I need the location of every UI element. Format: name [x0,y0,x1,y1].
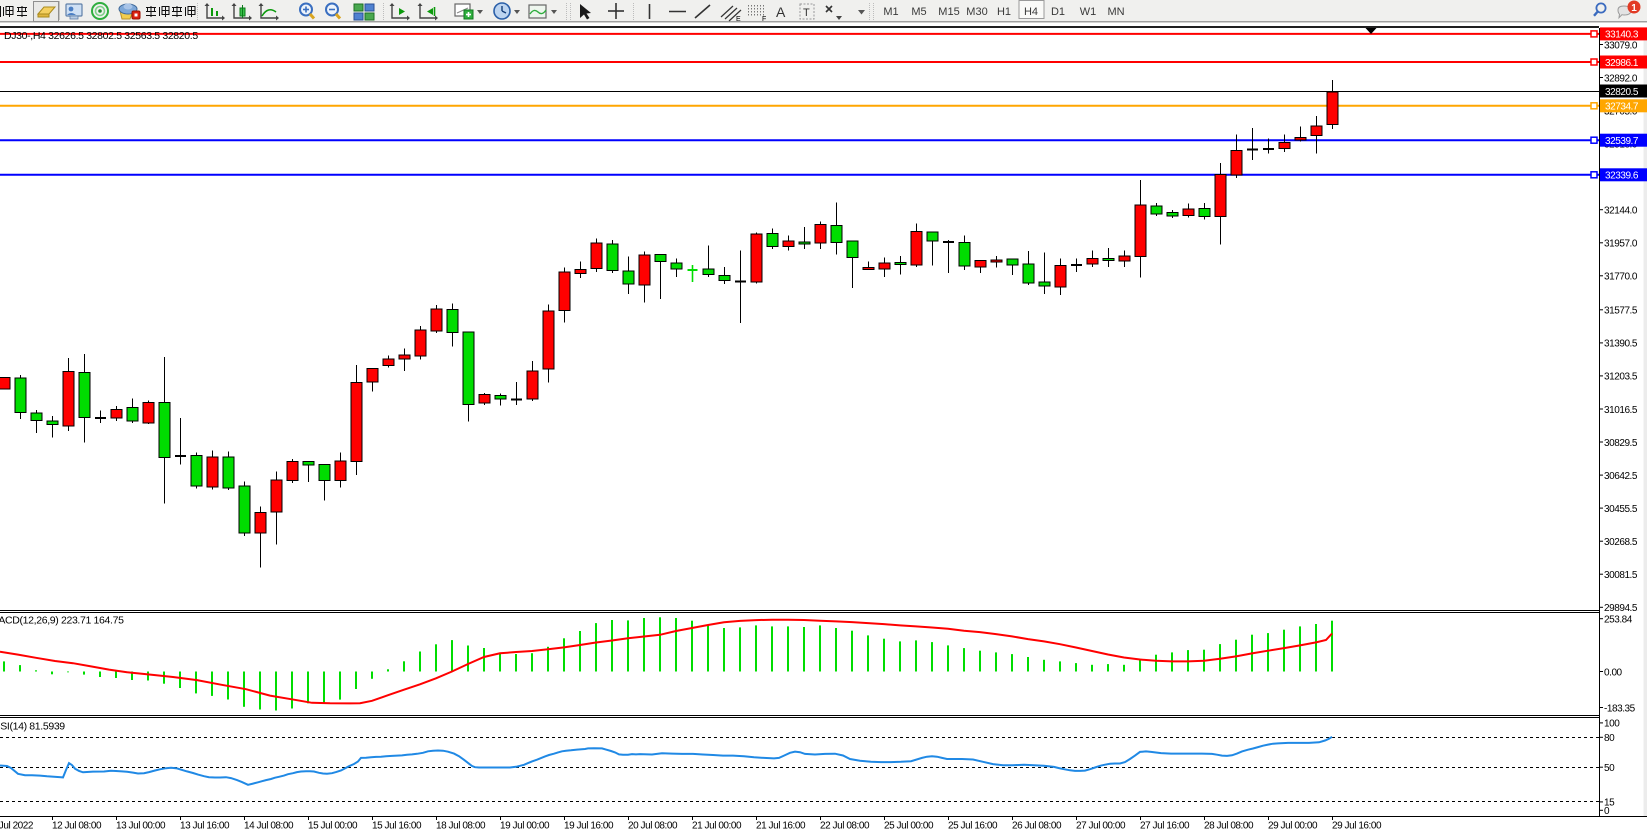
svg-text:M15: M15 [938,6,959,18]
svg-text:25 Jul 00:00: 25 Jul 00:00 [884,821,934,832]
svg-text:29 Jul 16:00: 29 Jul 16:00 [1332,821,1382,832]
svg-text:31016.5: 31016.5 [1604,405,1638,416]
svg-text:100: 100 [1604,719,1620,730]
svg-text:15 Jul 00:00: 15 Jul 00:00 [308,821,358,832]
svg-text:31957.0: 31957.0 [1604,239,1638,250]
svg-text:253.84: 253.84 [1604,615,1633,626]
svg-text:29 Jul 00:00: 29 Jul 00:00 [1268,821,1318,832]
svg-text:H4: H4 [1024,6,1038,18]
svg-text:T: T [803,7,810,19]
svg-text:14 Jul 08:00: 14 Jul 08:00 [244,821,294,832]
svg-text:32986.1: 32986.1 [1605,58,1639,69]
svg-text:1: 1 [1631,3,1637,14]
svg-text:E: E [736,16,741,23]
svg-text:19 Jul 00:00: 19 Jul 00:00 [500,821,550,832]
svg-text:0: 0 [1604,806,1610,817]
svg-text:28 Jul 08:00: 28 Jul 08:00 [1204,821,1254,832]
svg-text:W1: W1 [1080,6,1097,18]
svg-text:32734.7: 32734.7 [1605,102,1639,113]
svg-text:32820.5: 32820.5 [1605,87,1639,98]
svg-text:0.00: 0.00 [1604,667,1623,678]
svg-text:26 Jul 08:00: 26 Jul 08:00 [1012,821,1062,832]
svg-text:27 Jul 16:00: 27 Jul 16:00 [1140,821,1190,832]
svg-text:50: 50 [1604,763,1615,774]
svg-text:15 Jul 16:00: 15 Jul 16:00 [372,821,422,832]
svg-text:31577.5: 31577.5 [1604,306,1638,317]
svg-text:19 Jul 16:00: 19 Jul 16:00 [564,821,614,832]
svg-text:31390.5: 31390.5 [1604,339,1638,350]
svg-text:30455.5: 30455.5 [1604,504,1638,515]
svg-text:RSI(14) 81.5939: RSI(14) 81.5939 [0,721,65,733]
svg-text:A: A [776,4,786,20]
svg-text:13 Jul 00:00: 13 Jul 00:00 [116,821,166,832]
svg-text:M1: M1 [883,6,898,18]
svg-text:33140.3: 33140.3 [1605,30,1639,41]
svg-text:F: F [762,16,766,23]
svg-text:21 Jul 00:00: 21 Jul 00:00 [692,821,742,832]
svg-text:30268.5: 30268.5 [1604,537,1638,548]
svg-text:32539.7: 32539.7 [1605,136,1639,147]
svg-text:11 Jul 2022: 11 Jul 2022 [0,821,34,832]
svg-text:-183.35: -183.35 [1604,703,1636,714]
svg-text:18 Jul 08:00: 18 Jul 08:00 [436,821,486,832]
svg-text:21 Jul 16:00: 21 Jul 16:00 [756,821,806,832]
svg-text:30642.5: 30642.5 [1604,471,1638,482]
svg-text:30829.5: 30829.5 [1604,438,1638,449]
svg-text:M5: M5 [911,6,926,18]
svg-text:80: 80 [1604,733,1615,744]
svg-text:15: 15 [1604,798,1615,809]
svg-text:12 Jul 08:00: 12 Jul 08:00 [52,821,102,832]
svg-text:31203.5: 31203.5 [1604,372,1638,383]
svg-text:20 Jul 08:00: 20 Jul 08:00 [628,821,678,832]
svg-text:DJ30-,H4 32626.5 32802.5 32563: DJ30-,H4 32626.5 32802.5 32563.5 32820.5 [4,30,198,42]
svg-text:33079.0: 33079.0 [1604,40,1638,51]
svg-text:31770.0: 31770.0 [1604,272,1638,283]
svg-text:27 Jul 00:00: 27 Jul 00:00 [1076,821,1126,832]
svg-text:32892.0: 32892.0 [1604,73,1638,84]
svg-text:22 Jul 08:00: 22 Jul 08:00 [820,821,870,832]
svg-text:MN: MN [1107,6,1124,18]
svg-text:32339.6: 32339.6 [1605,171,1639,182]
svg-text:29894.5: 29894.5 [1604,603,1638,614]
svg-text:13 Jul 16:00: 13 Jul 16:00 [180,821,230,832]
svg-text:M30: M30 [966,6,987,18]
svg-text:D1: D1 [1051,6,1065,18]
svg-text:MACD(12,26,9) 223.71 164.75: MACD(12,26,9) 223.71 164.75 [0,615,124,627]
svg-text:H1: H1 [997,6,1011,18]
svg-text:30081.5: 30081.5 [1604,570,1638,581]
svg-text:32144.0: 32144.0 [1604,206,1638,217]
svg-text:25 Jul 16:00: 25 Jul 16:00 [948,821,998,832]
